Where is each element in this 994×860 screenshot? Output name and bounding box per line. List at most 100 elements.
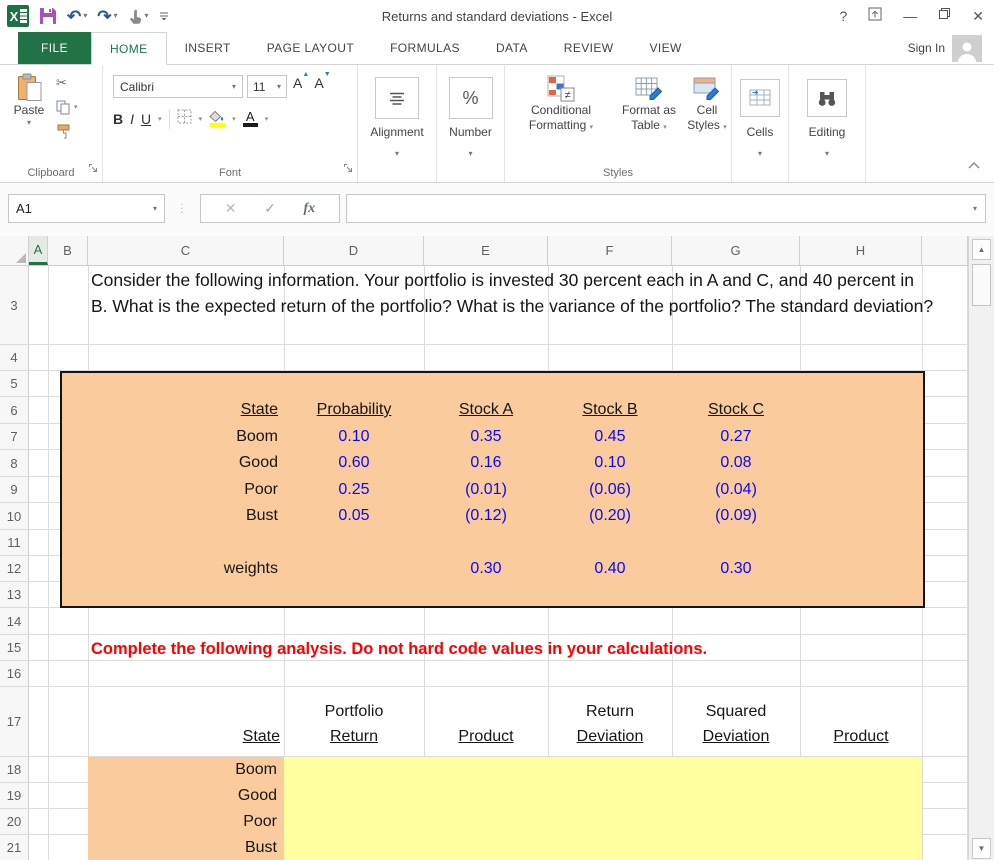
probability-cell[interactable]: 0.60: [338, 454, 370, 471]
bold-button[interactable]: B: [113, 111, 124, 127]
row-header-5[interactable]: 5: [0, 371, 29, 396]
column-header-g[interactable]: G: [672, 236, 800, 265]
state-cell[interactable]: Boom: [235, 761, 277, 778]
row-header-13[interactable]: 13: [0, 582, 29, 607]
column-header-c[interactable]: C: [88, 236, 284, 265]
redo-button[interactable]: ↷ ▾: [97, 8, 117, 25]
font-color-button[interactable]: A: [242, 110, 258, 127]
row-header-18[interactable]: 18: [0, 757, 29, 782]
state-cell[interactable]: Poor: [243, 813, 277, 830]
paste-button[interactable]: Paste ▾: [7, 73, 51, 127]
tab-insert[interactable]: INSERT: [184, 41, 231, 55]
stock-c-cell[interactable]: (0.09): [715, 507, 757, 524]
cells-button[interactable]: [740, 79, 780, 117]
stock-a-cell[interactable]: 0.35: [470, 428, 502, 445]
undo-button[interactable]: ↶ ▾: [67, 8, 87, 25]
save-button[interactable]: [39, 7, 57, 25]
row-header-14[interactable]: 14: [0, 608, 29, 634]
header-state[interactable]: State: [240, 401, 278, 418]
column-header-e[interactable]: E: [424, 236, 548, 265]
scroll-up-button[interactable]: ▲: [972, 239, 991, 260]
borders-button[interactable]: [177, 109, 192, 129]
state-cell[interactable]: Good: [238, 454, 278, 471]
row-header-10[interactable]: 10: [0, 503, 29, 529]
row-cells[interactable]: [29, 687, 968, 756]
dialog-launcher-icon[interactable]: [343, 161, 354, 179]
analysis-header-state[interactable]: State: [242, 728, 280, 745]
help-button[interactable]: ?: [839, 8, 848, 24]
row-cells[interactable]: [29, 345, 968, 370]
column-header-h[interactable]: H: [800, 236, 922, 265]
scrollbar-thumb[interactable]: [972, 264, 991, 306]
close-button[interactable]: ✕: [972, 8, 984, 24]
grow-font-button[interactable]: A ▲: [293, 71, 310, 91]
tab-review[interactable]: REVIEW: [563, 41, 614, 55]
row-header-8[interactable]: 8: [0, 450, 29, 476]
select-all-corner[interactable]: [0, 236, 29, 265]
row-header-6[interactable]: 6: [0, 397, 29, 423]
chevron-down-icon[interactable]: ▾: [824, 149, 829, 158]
analysis-header-portfolio-return[interactable]: Portfolio Return: [324, 703, 384, 745]
probability-cell[interactable]: 0.25: [338, 481, 370, 498]
restore-button[interactable]: [938, 7, 951, 25]
chevron-down-icon[interactable]: ▾: [158, 115, 162, 123]
column-header-a[interactable]: A: [29, 236, 48, 265]
vertical-scrollbar[interactable]: ▲ ▼: [968, 236, 994, 860]
font-size-combobox[interactable]: 11 ▾: [247, 75, 287, 98]
probability-cell[interactable]: 0.05: [338, 507, 370, 524]
touch-mode-button[interactable]: ▾: [128, 8, 149, 25]
italic-button[interactable]: I: [130, 111, 135, 127]
chevron-down-icon[interactable]: ▾: [757, 149, 762, 158]
weights-label[interactable]: weights: [223, 560, 278, 577]
tab-file[interactable]: FILE: [18, 32, 91, 64]
header-probability[interactable]: Probability: [316, 401, 392, 418]
state-cell[interactable]: Poor: [244, 481, 278, 498]
font-name-combobox[interactable]: Calibri ▾: [113, 75, 243, 98]
state-cell[interactable]: Boom: [236, 428, 278, 445]
insert-function-button[interactable]: fx: [303, 200, 316, 216]
row-cells[interactable]: [29, 635, 968, 660]
shrink-font-button[interactable]: A ▼: [314, 71, 331, 91]
row-header-11[interactable]: 11: [0, 530, 29, 555]
chevron-down-icon[interactable]: ▾: [264, 115, 269, 123]
conditional-formatting-button[interactable]: ≠ Conditional Formatting ▾: [513, 75, 609, 133]
sign-in-button[interactable]: Sign In: [908, 32, 994, 64]
question-cell-text[interactable]: Consider the following information. Your…: [91, 270, 934, 316]
minimize-button[interactable]: —: [903, 8, 918, 24]
analysis-header-return-deviation[interactable]: Return Deviation: [576, 703, 644, 745]
stock-b-cell[interactable]: 0.45: [594, 428, 626, 445]
stock-b-cell[interactable]: (0.20): [589, 507, 631, 524]
chevron-down-icon[interactable]: ▾: [83, 11, 88, 20]
state-cell[interactable]: Bust: [244, 839, 277, 856]
stock-c-cell[interactable]: (0.04): [715, 481, 757, 498]
cut-button[interactable]: ✂: [56, 75, 67, 91]
tab-view[interactable]: VIEW: [649, 41, 682, 55]
header-stock-c[interactable]: Stock C: [707, 401, 764, 418]
row-cells[interactable]: [29, 608, 968, 634]
dialog-launcher-icon[interactable]: [88, 161, 99, 179]
row-header-12[interactable]: 12: [0, 556, 29, 581]
chevron-down-icon[interactable]: ▾: [394, 149, 399, 158]
header-stock-b[interactable]: Stock B: [582, 401, 638, 418]
row-cells[interactable]: [29, 661, 968, 686]
copy-button[interactable]: ▾: [56, 100, 78, 115]
chevron-down-icon[interactable]: ▾: [972, 203, 977, 213]
name-box[interactable]: A1 ▾: [8, 194, 165, 223]
row-header-4[interactable]: 4: [0, 345, 29, 370]
row-header-17[interactable]: 17: [0, 687, 29, 756]
fill-color-button[interactable]: [209, 111, 225, 127]
header-stock-a[interactable]: Stock A: [458, 401, 514, 418]
chevron-down-icon[interactable]: ▾: [468, 149, 473, 158]
instruction-cell-text[interactable]: Complete the following analysis. Do not …: [91, 640, 708, 658]
ribbon-display-options-button[interactable]: [868, 7, 882, 26]
stock-a-cell[interactable]: 0.16: [470, 454, 502, 471]
column-header-d[interactable]: D: [284, 236, 424, 265]
row-header-16[interactable]: 16: [0, 661, 29, 686]
row-header-7[interactable]: 7: [0, 424, 29, 449]
row-header-9[interactable]: 9: [0, 477, 29, 502]
stock-a-cell[interactable]: (0.12): [465, 507, 507, 524]
stock-a-cell[interactable]: (0.01): [465, 481, 507, 498]
cell-styles-button[interactable]: Cell Styles ▾: [683, 75, 731, 133]
weight-b-cell[interactable]: 0.40: [594, 560, 626, 577]
row-header-20[interactable]: 20: [0, 809, 29, 834]
